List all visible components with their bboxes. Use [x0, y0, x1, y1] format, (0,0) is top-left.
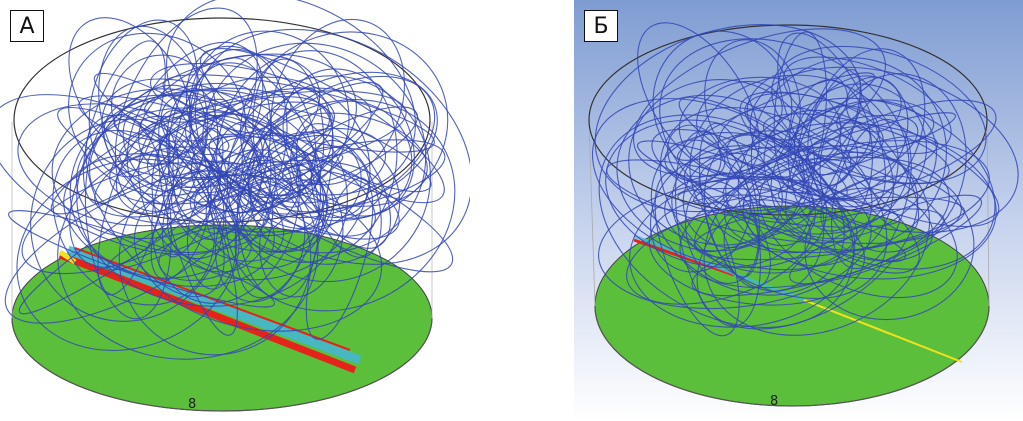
- streamline-loop: [151, 113, 300, 304]
- streamline-loop: [234, 87, 334, 299]
- streamline-loop: [158, 133, 238, 336]
- streamline-loop: [262, 112, 428, 207]
- streamlines: [0, 0, 470, 360]
- streamline-loop: [667, 124, 722, 184]
- streamlines: [591, 22, 1019, 337]
- floor-mark: 8: [770, 394, 778, 409]
- panel-label-b: Б: [584, 10, 618, 42]
- floor-mark: 8: [188, 397, 196, 412]
- streamline-loop: [742, 175, 816, 247]
- streamline-loop: [139, 115, 230, 156]
- streamline-loop: [693, 196, 966, 261]
- streamline-loop: [118, 160, 312, 356]
- streamline-loop: [763, 97, 996, 270]
- streamline-loop: [202, 42, 427, 254]
- panel-a: 8 А: [0, 0, 470, 421]
- panel-b-figure: 8: [574, 0, 1023, 421]
- streamline-loop: [819, 73, 967, 253]
- streamline-loop: [758, 158, 958, 299]
- streamline-loop: [723, 214, 771, 288]
- panel-b: 8 Б: [574, 0, 1023, 421]
- top-rim: [13, 17, 431, 223]
- streamline-loop: [659, 106, 888, 300]
- streamline-loop: [239, 139, 446, 215]
- streamline-loop: [626, 205, 812, 305]
- streamline-loop: [69, 84, 207, 268]
- streamline-loop: [676, 72, 876, 161]
- streamline-loop: [295, 123, 392, 249]
- streamline-loop: [235, 149, 329, 230]
- streamline-loop: [652, 30, 793, 180]
- streamline-loop: [310, 139, 382, 258]
- streamline-loop: [50, 98, 229, 215]
- streamline-loop: [598, 114, 854, 328]
- streamline-loop: [750, 57, 947, 251]
- streamline-loop: [698, 122, 761, 278]
- streamline-loop: [113, 87, 292, 142]
- streamline-loop: [158, 109, 229, 208]
- streamline-loop: [158, 227, 252, 281]
- streamline-loop: [151, 76, 371, 281]
- streamline-loop: [186, 194, 238, 290]
- streamline-loop: [109, 87, 372, 205]
- wall-left: [588, 119, 596, 307]
- streamline-loop: [305, 177, 374, 340]
- streamline-loop: [771, 45, 987, 184]
- streamline-loop: [629, 176, 856, 328]
- streamline-loop: [725, 134, 920, 274]
- streamline-loop: [21, 162, 226, 275]
- streamline-loop: [52, 129, 215, 306]
- panel-label-a: А: [10, 10, 44, 42]
- streamline-loop: [804, 175, 975, 321]
- wall-right: [986, 119, 990, 307]
- streamline-loop: [598, 177, 872, 310]
- streamline-loop: [831, 118, 912, 270]
- streamline-loop: [205, 159, 325, 270]
- streamline-loop: [149, 62, 336, 137]
- streamline-loop: [57, 146, 319, 360]
- floor-rim: [11, 317, 433, 412]
- streamline-loop: [659, 38, 910, 235]
- streamline-loop: [84, 113, 172, 320]
- streamline-loop: [172, 57, 272, 240]
- streamline-loop: [8, 210, 275, 308]
- streamline-loop: [160, 90, 322, 200]
- streamline-loop: [184, 111, 376, 237]
- streamline-loop: [249, 134, 401, 265]
- streamline-loop: [115, 154, 183, 214]
- streamline-loop: [189, 159, 383, 233]
- streamline-loop: [68, 32, 247, 197]
- streamline-loop: [793, 83, 928, 212]
- streamline-loop: [214, 181, 306, 303]
- streamline-loop: [89, 53, 357, 225]
- streamline-loop: [146, 96, 331, 189]
- streamline-loop: [133, 174, 383, 332]
- streamline-loop: [296, 146, 370, 218]
- streamline-loop: [746, 67, 849, 141]
- streamline-loop: [739, 91, 1000, 228]
- streamline-loop: [679, 156, 950, 289]
- streamline-loop: [724, 140, 990, 254]
- streamline-loop: [259, 179, 344, 298]
- streamline-loop: [68, 17, 193, 165]
- floor-rim: [594, 305, 990, 407]
- streamline-loop: [110, 54, 216, 158]
- streamline-loop: [805, 138, 852, 186]
- streamline-loop: [51, 88, 255, 240]
- streamline-loop: [82, 40, 166, 205]
- streamline-loop: [150, 168, 212, 280]
- streamline-loop: [648, 194, 865, 306]
- streamline-loop: [649, 157, 752, 273]
- streamline-loop: [156, 115, 263, 194]
- top-rim: [588, 24, 988, 216]
- streamline-loop: [57, 106, 254, 214]
- streamline-loop: [749, 66, 1019, 233]
- streamline-loop: [214, 187, 270, 231]
- panel-a-figure: 8: [0, 0, 470, 412]
- streamline-loop: [252, 58, 325, 208]
